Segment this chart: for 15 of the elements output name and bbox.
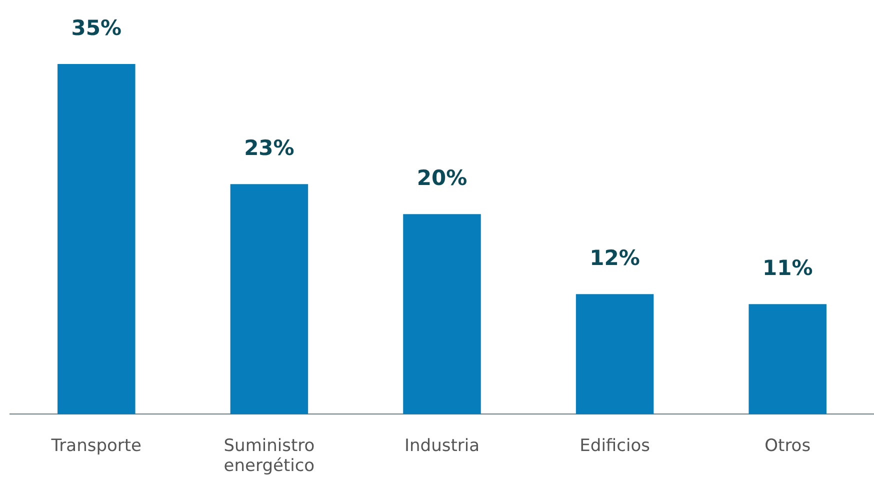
- data-label: 12%: [590, 246, 640, 270]
- bar: [403, 214, 481, 414]
- x-tick-label: Industria: [404, 436, 480, 456]
- bar: [576, 294, 654, 414]
- x-tick-label: Suministro energético: [224, 436, 315, 476]
- x-tick-label: Edificios: [580, 436, 650, 456]
- data-label: 20%: [416, 166, 468, 190]
- x-tick-label: Transporte: [50, 436, 142, 456]
- bar: [58, 64, 136, 414]
- data-label: 11%: [762, 256, 813, 280]
- data-label: 23%: [244, 136, 294, 160]
- bar: [230, 184, 308, 414]
- bar: [748, 304, 826, 414]
- x-tick-label: Otros: [764, 436, 811, 456]
- data-label: 35%: [71, 16, 122, 40]
